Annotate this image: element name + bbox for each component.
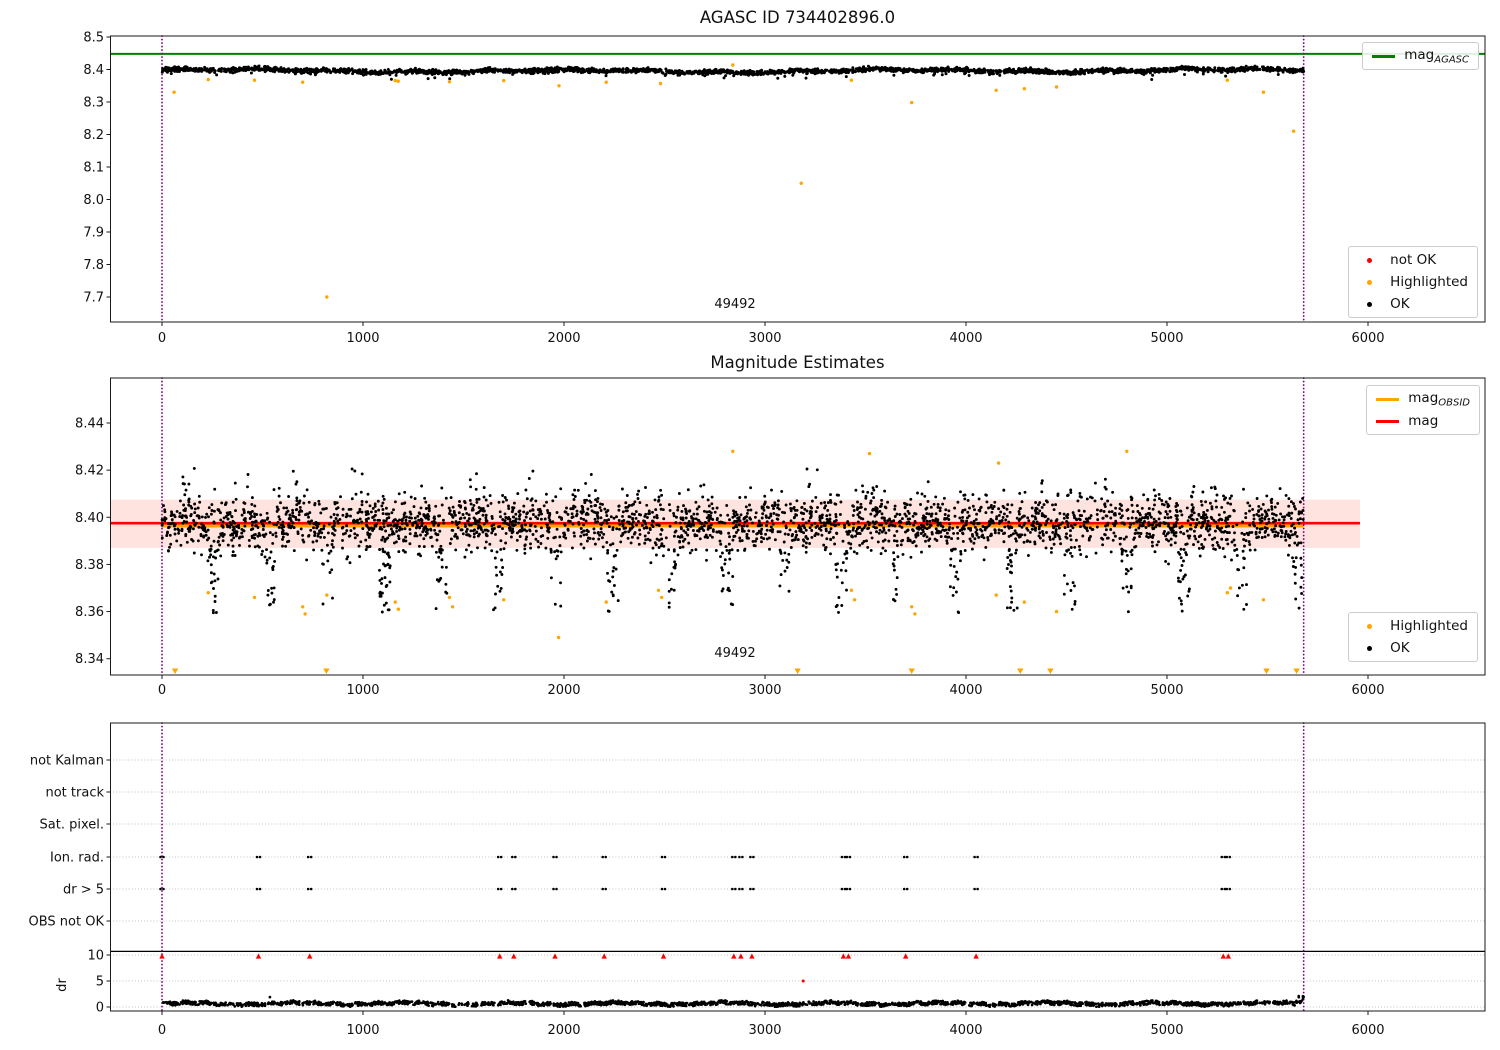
legend-entry: OK [1358, 639, 1468, 657]
x-tick-label: 2000 [547, 1023, 580, 1038]
y-tick-label: 8.4 [83, 63, 104, 78]
legend-entry: magAGASC [1372, 47, 1469, 65]
legend-label: magAGASC [1404, 46, 1469, 66]
x-tick-label: 3000 [748, 331, 781, 346]
legend-line-swatch [1372, 54, 1396, 58]
legend-entry: mag [1376, 412, 1470, 430]
x-tick-label: 1000 [346, 331, 379, 346]
dr-tick-label: 10 [87, 949, 104, 964]
panel2-legend-lower-right: Highlighted OK [1348, 612, 1478, 662]
panel1-highlighted-points [172, 63, 1296, 299]
y-tick-label: 8.42 [75, 464, 104, 479]
legend-label: Highlighted [1390, 274, 1468, 290]
flag-category-label: dr > 5 [63, 883, 104, 898]
panel2-highlighted-points [206, 449, 1266, 640]
legend-dot-marker [1358, 623, 1381, 629]
y-tick-label: 8.0 [83, 193, 104, 208]
x-tick-label: 0 [158, 683, 166, 698]
y-tick-label: 8.36 [75, 605, 104, 620]
y-tick-label: 8.3 [83, 96, 104, 111]
flag-category-label: not Kalman [30, 754, 104, 769]
x-tick-label: 6000 [1351, 1023, 1384, 1038]
panel1-ok-points [160, 64, 1306, 81]
dr-tick-label: 5 [96, 975, 104, 990]
legend-entry: Highlighted [1358, 273, 1468, 291]
legend-label: OK [1390, 640, 1410, 656]
x-tick-label: 3000 [748, 683, 781, 698]
x-tick-label: 1000 [346, 1023, 379, 1038]
y-tick-label: 7.8 [83, 258, 104, 273]
panel2-clipped-low-triangles [171, 668, 1300, 674]
panel3-dr-clipped-triangles [159, 953, 1231, 959]
panel1-legend-lower-right: not OK Highlighted OK [1348, 246, 1478, 318]
x-tick-label: 5000 [1150, 331, 1183, 346]
legend-dot-marker [1358, 279, 1381, 285]
x-tick-label: 6000 [1351, 331, 1384, 346]
panel2-spines [110, 377, 1486, 676]
y-tick-label: 8.40 [75, 511, 104, 526]
legend-label: Highlighted [1390, 618, 1468, 634]
panel2-ok-points [160, 466, 1305, 615]
legend-entry: not OK [1358, 251, 1468, 269]
x-tick-label: 1000 [346, 683, 379, 698]
legend-line-swatch [1376, 397, 1400, 401]
legend-dot-marker [1358, 257, 1381, 263]
panel1-title: AGASC ID 734402896.0 [699, 8, 896, 27]
legend-label: magOBSID [1408, 389, 1470, 409]
legend-label: mag [1408, 413, 1439, 429]
x-tick-label: 0 [158, 1023, 166, 1038]
panel1-legend-upper-right: magAGASC [1362, 42, 1479, 70]
panel1-obsid-annotation: 49492 [714, 297, 756, 312]
panel2-title: Magnitude Estimates [710, 353, 885, 372]
x-tick-label: 4000 [949, 1023, 982, 1038]
legend-dot-marker [1358, 645, 1381, 651]
y-tick-label: 8.34 [75, 652, 104, 667]
x-tick-label: 5000 [1150, 683, 1183, 698]
y-tick-label: 8.5 [83, 31, 104, 46]
y-tick-label: 8.44 [75, 417, 104, 432]
x-tick-label: 4000 [949, 331, 982, 346]
legend-entry: magOBSID [1376, 390, 1470, 408]
dr-tick-label: 0 [96, 1001, 104, 1016]
x-tick-label: 4000 [949, 683, 982, 698]
x-tick-label: 6000 [1351, 683, 1384, 698]
legend-dot-marker [1358, 301, 1381, 307]
legend-label: OK [1390, 296, 1410, 312]
y-tick-label: 7.9 [83, 226, 104, 241]
x-tick-label: 3000 [748, 1023, 781, 1038]
y-tick-label: 8.1 [83, 161, 104, 176]
y-tick-label: 7.7 [83, 291, 104, 306]
legend-entry: Highlighted [1358, 617, 1468, 635]
x-tick-label: 0 [158, 331, 166, 346]
x-tick-label: 2000 [547, 683, 580, 698]
legend-label: not OK [1390, 252, 1437, 268]
flag-category-label: OBS not OK [29, 915, 105, 930]
panel2-obsid-annotation: 49492 [714, 646, 756, 661]
y-tick-label: 8.2 [83, 128, 104, 143]
legend-entry: OK [1358, 295, 1468, 313]
dr-axis-label: dr [55, 978, 70, 992]
panel1-spines [110, 35, 1486, 323]
flag-category-label: not track [45, 786, 104, 801]
y-tick-label: 8.38 [75, 558, 104, 573]
panel3-flag-points [159, 855, 1232, 891]
panel3-spines [110, 722, 1486, 1012]
flag-category-label: Sat. pixel. [40, 818, 104, 833]
x-tick-label: 5000 [1150, 1023, 1183, 1038]
x-tick-label: 2000 [547, 331, 580, 346]
panel3-dr-points [161, 994, 1305, 1009]
panel2-legend-upper-right: magOBSID mag [1366, 385, 1480, 435]
legend-line-swatch [1376, 419, 1400, 423]
flag-category-label: Ion. rad. [50, 851, 104, 866]
